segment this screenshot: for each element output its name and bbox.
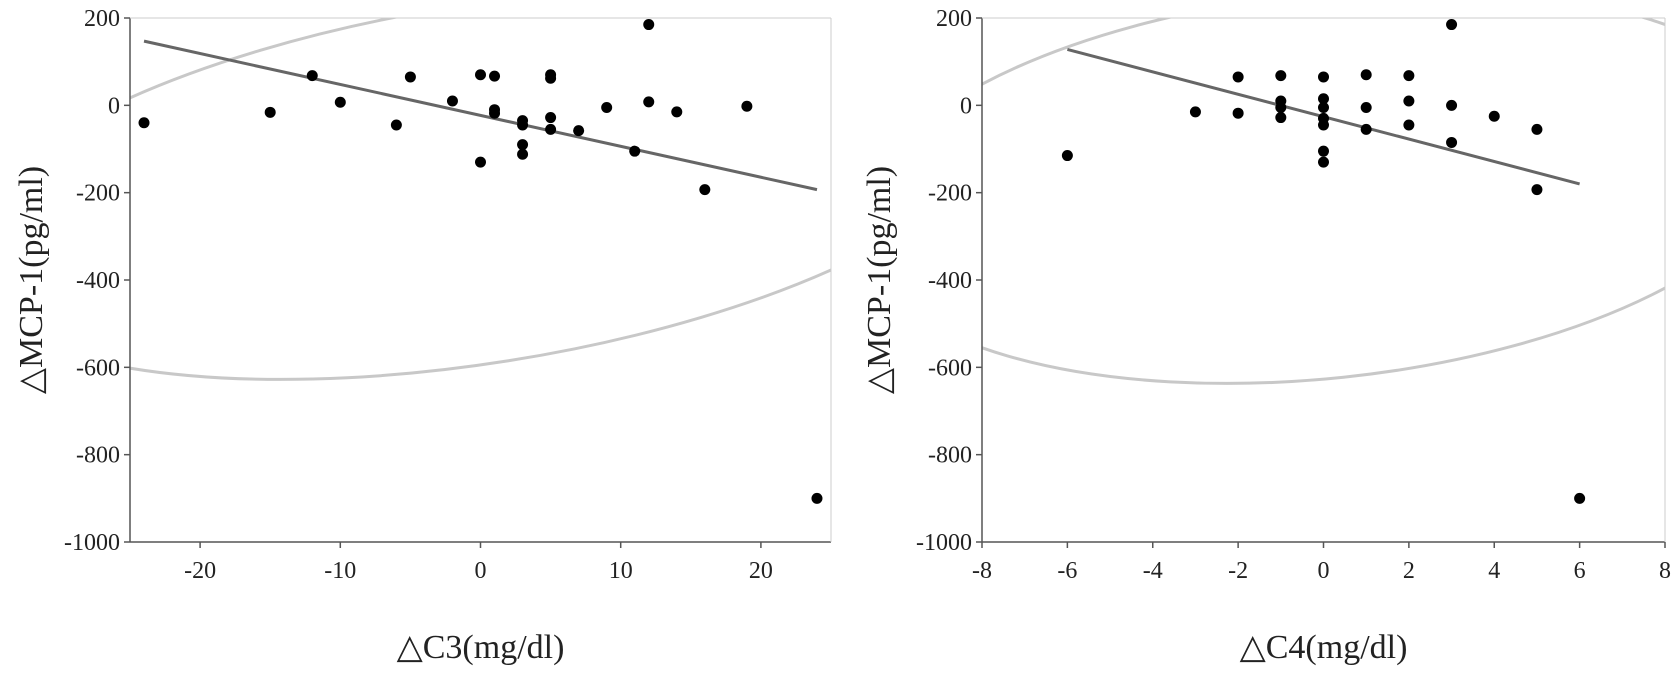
data-point	[1275, 112, 1287, 124]
data-point	[629, 145, 641, 157]
x-axis-title: △C4(mg/dl)	[1240, 629, 1408, 666]
data-point	[1446, 19, 1458, 31]
x-tick-label: 4	[1488, 558, 1500, 584]
plot-area	[982, 18, 1665, 504]
y-tick-label: -200	[76, 181, 120, 207]
data-point	[1275, 70, 1287, 82]
data-point	[475, 69, 486, 81]
data-point	[264, 106, 276, 118]
x-tick-label: -2	[1228, 558, 1248, 584]
data-point	[1318, 93, 1329, 105]
data-point	[1318, 102, 1329, 114]
x-tick-label: 6	[1574, 558, 1586, 584]
data-point	[545, 112, 557, 124]
data-point	[1488, 110, 1500, 122]
plot-area	[130, 18, 831, 504]
data-point	[699, 184, 711, 196]
y-tick-label: -600	[928, 355, 972, 381]
data-point	[643, 96, 655, 108]
data-point	[1189, 106, 1201, 118]
x-tick-label: -20	[184, 558, 216, 584]
y-tick-label: -600	[76, 355, 120, 381]
data-point	[1318, 71, 1329, 83]
y-tick-label: 0	[960, 93, 972, 119]
data-point	[1403, 119, 1415, 131]
data-point	[1360, 69, 1372, 81]
y-tick-label: 200	[936, 6, 972, 32]
data-point	[404, 71, 416, 83]
y-axis-title: △MCP-1(pg/ml)	[13, 166, 50, 394]
data-point	[334, 96, 346, 108]
data-point	[1061, 150, 1073, 162]
y-tick-label: -1000	[64, 530, 120, 556]
x-axis-title: △C3(mg/dl)	[397, 629, 565, 666]
confidence-ellipse	[982, 18, 1665, 385]
data-point	[489, 107, 501, 119]
regression-line	[143, 39, 818, 192]
y-tick-label: -200	[928, 181, 972, 207]
data-point	[1275, 102, 1287, 114]
y-tick-label: 200	[84, 6, 120, 32]
data-point	[1232, 71, 1244, 83]
data-point	[1574, 492, 1586, 504]
data-point	[1360, 123, 1372, 135]
x-tick-label: 8	[1659, 558, 1671, 584]
confidence-ellipse	[130, 18, 831, 381]
x-tick-label: -4	[1143, 558, 1163, 584]
data-point	[671, 106, 683, 118]
data-point	[1531, 184, 1543, 196]
data-point	[517, 139, 529, 151]
y-axis-title: △MCP-1(pg/ml)	[861, 166, 898, 394]
y-tick-label: -400	[76, 268, 120, 294]
x-tick-label: 10	[609, 558, 633, 584]
data-point	[1232, 107, 1244, 119]
data-point	[1446, 99, 1458, 111]
data-point	[1318, 119, 1329, 131]
data-point	[138, 117, 150, 129]
chart-panel-c3: 200 0 -200 -400 -600 -800 -1000 -20 -10 0 10 20 △C3(…	[13, 6, 832, 666]
x-tick-label: 2	[1403, 558, 1415, 584]
data-point	[601, 102, 613, 114]
data-point	[545, 123, 557, 135]
x-tick-label: -8	[972, 558, 992, 584]
chart-panel-c4: 200 0 -200 -400 -600 -800 -1000-8 -6 -4 -2 0 2 4 6 8 △C…	[861, 6, 1671, 666]
data-point	[1446, 136, 1458, 148]
data-point	[643, 19, 655, 31]
data-point	[1531, 123, 1543, 135]
data-point	[1318, 156, 1329, 168]
data-point	[390, 119, 402, 131]
data-point	[573, 125, 585, 137]
data-point	[446, 95, 458, 107]
data-point	[1360, 102, 1372, 114]
data-point	[1318, 145, 1329, 157]
data-point	[475, 156, 486, 168]
y-tick-label: -1000	[916, 530, 972, 556]
data-point	[741, 100, 753, 112]
x-tick-label: -6	[1057, 558, 1077, 584]
y-tick-label: -800	[928, 443, 972, 469]
x-tick-label: 0	[475, 558, 487, 584]
data-point	[489, 70, 501, 82]
x-tick-label: 0	[1318, 558, 1330, 584]
data-point	[306, 70, 318, 82]
x-tick-label: 20	[749, 558, 773, 584]
y-tick-label: -400	[928, 268, 972, 294]
data-point	[517, 148, 529, 160]
y-tick-label: -800	[76, 443, 120, 469]
data-point	[1403, 95, 1415, 107]
data-point	[517, 119, 529, 131]
x-tick-label: -10	[324, 558, 356, 584]
data-point	[545, 72, 557, 84]
data-point	[811, 492, 823, 504]
y-tick-label: 0	[108, 93, 120, 119]
data-point	[1403, 70, 1415, 82]
